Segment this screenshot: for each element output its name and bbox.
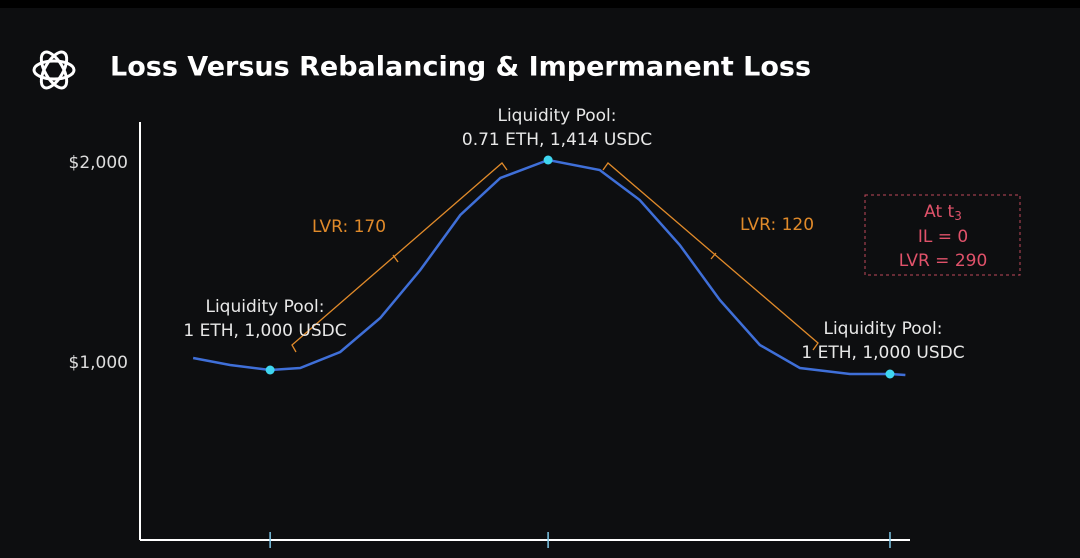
box-line: IL = 0: [918, 227, 968, 247]
pool-label: 1 ETH, 1,000 USDC: [801, 343, 964, 363]
box-title-sub: 3: [954, 209, 962, 223]
logo: [32, 50, 76, 90]
y-tick-label: $2,000: [69, 153, 128, 173]
pool-point: [885, 369, 895, 379]
pool-label: Liquidity Pool:: [497, 106, 616, 126]
pool-label: 0.71 ETH, 1,414 USDC: [462, 130, 652, 150]
y-tick-label: $1,000: [69, 353, 128, 373]
box-title: At t3: [924, 202, 962, 223]
pool-point: [543, 155, 553, 165]
chart-title: Loss Versus Rebalancing & Impermanent Lo…: [110, 52, 811, 83]
box-line: LVR = 290: [899, 251, 988, 271]
summary-box: [864, 194, 1021, 276]
box-title-text: At t: [924, 202, 954, 222]
lvr-label: LVR: 120: [740, 215, 814, 235]
lvr-label: LVR: 170: [312, 217, 386, 237]
brackets: [291, 162, 819, 353]
top-band: [0, 0, 1080, 8]
pool-label: Liquidity Pool:: [205, 297, 324, 317]
pool-point: [265, 365, 275, 375]
pool-label: 1 ETH, 1,000 USDC: [183, 321, 346, 341]
pool-label: Liquidity Pool:: [823, 319, 942, 339]
